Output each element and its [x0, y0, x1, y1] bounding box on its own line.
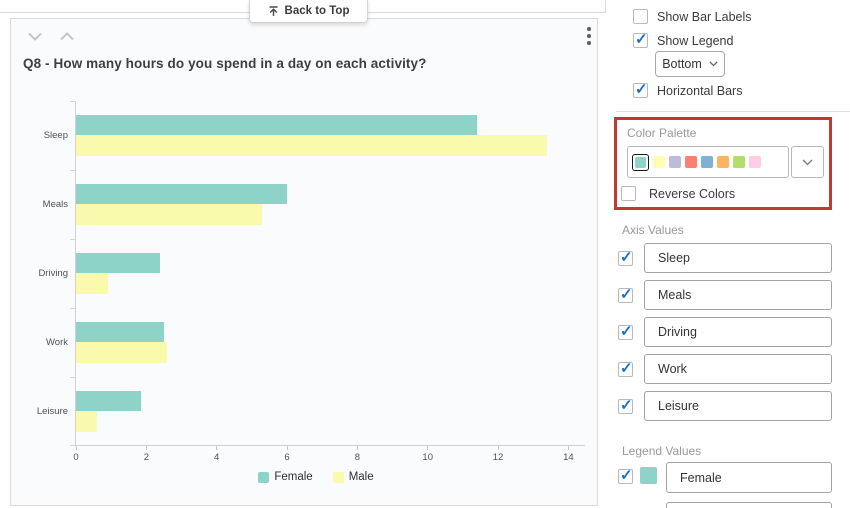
- question-title: Q8 - How many hours do you spend in a da…: [23, 56, 427, 71]
- y-axis-tick: [70, 308, 75, 309]
- legend-position-dropdown[interactable]: Bottom: [655, 51, 725, 77]
- bar-sleep-male[interactable]: [76, 135, 548, 156]
- x-axis-tick: [216, 446, 218, 450]
- legend-value-female-color-swatch[interactable]: [640, 467, 657, 484]
- axis-value-driving-checkbox[interactable]: [618, 322, 633, 340]
- reverse-colors-checkbox[interactable]: [621, 186, 636, 201]
- y-axis-category-label: Driving: [38, 268, 68, 279]
- chart-card: Q8 - How many hours do you spend in a da…: [10, 18, 598, 506]
- color-palette-row: [627, 146, 824, 178]
- chevron-down-icon: [802, 159, 813, 165]
- palette-swatch-6[interactable]: [733, 156, 745, 168]
- horizontal-bars-checkbox[interactable]: [633, 80, 648, 98]
- bar-sleep-female[interactable]: [76, 115, 477, 135]
- bar-meals-female[interactable]: [76, 184, 288, 204]
- palette-swatch-4[interactable]: [701, 156, 713, 168]
- palette-swatch-3[interactable]: [685, 156, 697, 168]
- x-axis-tick-label: 10: [422, 452, 433, 463]
- y-axis-category-label: Sleep: [43, 130, 68, 141]
- chevron-down-icon[interactable]: [27, 30, 43, 43]
- legend-value-next-input-partial[interactable]: [666, 502, 832, 508]
- legend-values-label: Legend Values: [622, 444, 702, 458]
- y-axis-tick: [70, 377, 75, 378]
- y-axis-category-label: Leisure: [36, 406, 68, 417]
- axis-value-work-input[interactable]: [644, 354, 832, 384]
- palette-swatch-1[interactable]: [653, 156, 665, 168]
- y-axis-tick: [70, 445, 75, 446]
- chevron-up-icon[interactable]: [59, 30, 75, 43]
- palette-swatch-selected-outline: [632, 153, 649, 171]
- arrow-up-to-bar-icon: [269, 5, 278, 16]
- show-legend-label: Show Legend: [657, 34, 734, 48]
- back-to-top-button[interactable]: Back to Top: [249, 0, 368, 23]
- legend-item-female[interactable]: Female: [258, 471, 313, 483]
- x-axis-tick-label: 0: [73, 452, 79, 463]
- axis-value-meals-input[interactable]: [644, 280, 832, 310]
- y-axis-tick: [70, 101, 75, 102]
- show-bar-labels-label: Show Bar Labels: [657, 10, 752, 24]
- legend-label-female: Female: [274, 471, 313, 483]
- y-axis-category-label: Meals: [42, 199, 68, 210]
- horizontal-bars-label: Horizontal Bars: [657, 84, 743, 98]
- axis-value-sleep-checkbox[interactable]: [618, 248, 633, 266]
- x-axis-tick: [497, 446, 499, 450]
- chart-legend: Female Male: [61, 471, 571, 483]
- palette-swatch-0[interactable]: [635, 156, 646, 168]
- x-axis-tick-label: 12: [492, 452, 504, 463]
- chevron-down-icon: [709, 61, 718, 67]
- color-palette-selector[interactable]: [627, 146, 789, 178]
- palette-swatch-2[interactable]: [669, 156, 681, 168]
- axis-values-label: Axis Values: [622, 223, 684, 237]
- back-to-top-label: Back to Top: [284, 5, 350, 17]
- bar-driving-male[interactable]: [76, 273, 108, 294]
- x-axis-tick-label: 4: [214, 452, 220, 463]
- axis-value-leisure-input[interactable]: [644, 391, 832, 421]
- reverse-colors-label: Reverse Colors: [649, 187, 736, 201]
- legend-position-value: Bottom: [662, 57, 702, 71]
- legend-label-male: Male: [348, 471, 374, 483]
- y-axis-tick: [70, 239, 75, 240]
- color-palette-label: Color Palette: [627, 126, 697, 140]
- y-axis-tick: [70, 170, 75, 171]
- axis-value-leisure-checkbox[interactable]: [618, 396, 633, 414]
- legend-swatch-female: [258, 471, 270, 483]
- axis-value-sleep-input[interactable]: [644, 243, 832, 273]
- axis-value-meals-checkbox[interactable]: [618, 285, 633, 303]
- y-axis-category-label: Work: [46, 337, 68, 348]
- bar-work-female[interactable]: [76, 322, 164, 342]
- color-palette-dropdown-button[interactable]: [791, 146, 824, 178]
- axis-value-driving-input[interactable]: [644, 317, 832, 347]
- x-axis-tick-label: 8: [354, 452, 361, 463]
- x-axis-tick: [567, 446, 569, 450]
- plot-area: Sleep Meals Driving Work Leisure 0 2 4 6 8 10 12 14: [37, 101, 585, 463]
- x-axis-tick: [427, 446, 429, 450]
- x-axis-tick-label: 6: [284, 452, 290, 463]
- palette-swatch-7[interactable]: [749, 156, 761, 168]
- card-options-menu-icon[interactable]: [587, 27, 591, 48]
- x-axis-tick: [75, 446, 77, 450]
- show-legend-checkbox[interactable]: [633, 30, 648, 48]
- axis-value-work-checkbox[interactable]: [618, 359, 633, 377]
- bar-driving-female[interactable]: [76, 253, 161, 273]
- legend-swatch-male: [332, 471, 344, 483]
- palette-swatch-5[interactable]: [717, 156, 729, 168]
- show-bar-labels-checkbox[interactable]: [633, 9, 648, 24]
- legend-item-male[interactable]: Male: [332, 471, 374, 483]
- x-axis-tick: [145, 446, 147, 450]
- x-axis-tick-label: 2: [143, 452, 149, 463]
- x-axis-tick: [286, 446, 288, 450]
- legend-value-female-input[interactable]: [666, 462, 832, 493]
- x-axis-tick: [356, 446, 358, 450]
- bar-work-male[interactable]: [76, 342, 168, 363]
- legend-value-female-checkbox[interactable]: [618, 466, 633, 484]
- bar-meals-male[interactable]: [76, 204, 263, 225]
- bar-leisure-female[interactable]: [76, 391, 142, 411]
- color-palette-highlight-box: Color Palette Reverse Colors: [614, 117, 832, 210]
- x-axis-tick-label: 14: [563, 452, 574, 463]
- panel-divider: [616, 111, 850, 112]
- bar-leisure-male[interactable]: [76, 411, 98, 432]
